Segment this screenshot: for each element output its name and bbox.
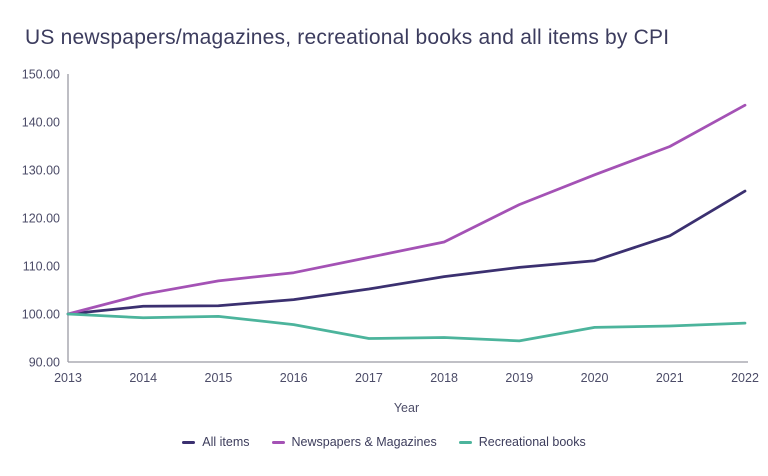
line-recreational-books	[66, 312, 747, 343]
legend-label: Recreational books	[478, 435, 586, 449]
y-tick-label: 90.00	[29, 356, 60, 370]
y-tick-label: 140.00	[22, 116, 60, 130]
legend-dash-icon	[458, 440, 472, 444]
chart-legend: All items Newspapers & Magazines Recreat…	[0, 435, 768, 449]
x-tick-label: 2014	[129, 371, 157, 385]
legend-label: Newspapers & Magazines	[291, 435, 437, 449]
y-tick-label: 150.00	[22, 68, 60, 82]
y-tick-label: 130.00	[22, 164, 60, 178]
legend-item-newspapers-magazines[interactable]: Newspapers & Magazines	[271, 435, 437, 449]
x-tick-label: 2016	[280, 371, 308, 385]
x-axis-title: Year	[393, 401, 420, 415]
y-tick-label: 120.00	[22, 212, 60, 226]
x-tick-label: 2020	[581, 371, 609, 385]
x-tick-label: 2017	[355, 371, 383, 385]
y-tick-label: 110.00	[23, 260, 60, 274]
legend-dash-icon	[271, 440, 285, 444]
x-tick-label: 2013	[54, 371, 82, 385]
line-all-items	[66, 189, 747, 316]
x-tick-label: 2019	[505, 371, 533, 385]
x-tick-label: 2018	[430, 371, 458, 385]
legend-item-recreational-books[interactable]: Recreational books	[458, 435, 586, 449]
legend-item-all-items[interactable]: All items	[182, 435, 250, 449]
legend-label: All items	[202, 435, 250, 449]
line-newspapers-magazines	[66, 103, 747, 316]
legend-dash-icon	[182, 440, 196, 444]
y-tick-label: 100.00	[22, 308, 60, 322]
x-tick-label: 2021	[656, 371, 684, 385]
x-tick-label: 2015	[205, 371, 233, 385]
chart-title: US newspapers/magazines, recreational bo…	[25, 26, 670, 49]
x-tick-label: 2022	[731, 371, 759, 385]
